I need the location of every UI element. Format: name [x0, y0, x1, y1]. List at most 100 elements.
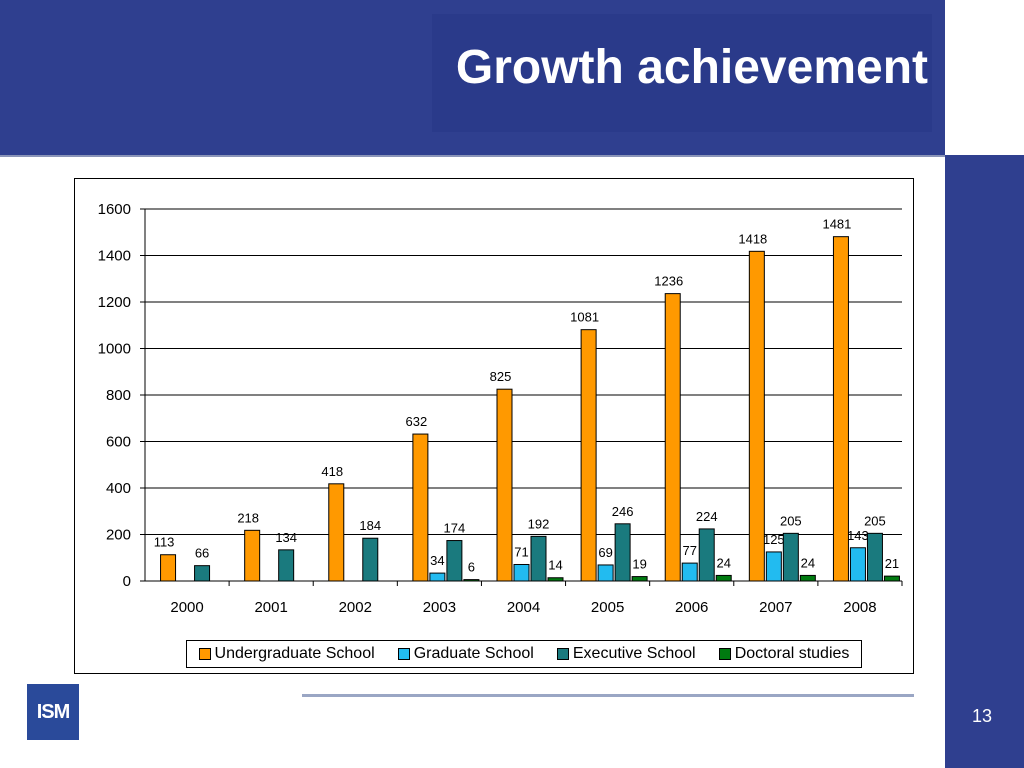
- bar-executive-school: [194, 565, 211, 582]
- x-tick-label: 2002: [339, 599, 372, 616]
- bar-executive-school: [782, 532, 799, 582]
- data-label: 34: [430, 553, 444, 568]
- bar-undergraduate-school: [412, 433, 429, 582]
- data-label: 69: [598, 545, 612, 560]
- y-tick-label: 1600: [98, 201, 131, 218]
- bar-undergraduate-school: [328, 483, 345, 582]
- footer-divider: [302, 694, 914, 697]
- data-label: 125: [763, 532, 785, 547]
- legend-swatch-undergraduate: [198, 648, 211, 660]
- bar-executive-school: [278, 549, 295, 582]
- bar-doctoral-studies: [463, 579, 480, 582]
- data-label: 14: [548, 558, 562, 573]
- legend-item-undergraduate: Undergraduate School: [198, 645, 375, 663]
- bar-undergraduate-school: [664, 293, 681, 582]
- data-label: 205: [864, 513, 886, 528]
- data-label: 24: [801, 555, 815, 570]
- x-tick-label: 2003: [423, 599, 456, 616]
- legend-swatch-executive: [556, 648, 569, 660]
- data-label: 205: [780, 513, 802, 528]
- y-tick-label: 0: [123, 573, 131, 590]
- bar-undergraduate-school: [748, 250, 765, 582]
- bar-executive-school: [530, 535, 547, 582]
- bar-graduate-school: [765, 551, 782, 582]
- x-tick-label: 2005: [591, 599, 624, 616]
- chart-frame: [74, 178, 914, 674]
- x-tick-label: 2001: [254, 599, 287, 616]
- bar-executive-school: [866, 532, 883, 582]
- x-tick-label: 2007: [759, 599, 792, 616]
- legend-label-doctoral: Doctoral studies: [734, 645, 850, 662]
- bar-graduate-school: [681, 562, 698, 582]
- bar-doctoral-studies: [547, 577, 564, 582]
- x-tick-label: 2008: [843, 599, 876, 616]
- chart-legend: Undergraduate School Graduate School Exe…: [186, 640, 862, 668]
- y-tick-label: 1400: [98, 248, 131, 265]
- data-label: 6: [468, 560, 475, 575]
- bar-executive-school: [362, 537, 379, 582]
- data-label: 632: [406, 414, 428, 429]
- data-label: 113: [154, 535, 175, 550]
- y-tick-label: 1000: [98, 341, 131, 358]
- bar-executive-school: [698, 528, 715, 582]
- data-label: 66: [195, 546, 209, 561]
- bar-graduate-school: [513, 563, 530, 582]
- x-tick-label: 2006: [675, 599, 708, 616]
- legend-swatch-graduate: [397, 648, 410, 660]
- legend-label-graduate: Graduate School: [413, 645, 534, 662]
- y-tick-label: 200: [106, 527, 131, 544]
- page-number: 13: [972, 706, 993, 726]
- side-band: [945, 155, 1024, 768]
- legend-item-graduate: Graduate School: [397, 645, 534, 663]
- bar-undergraduate-school: [496, 388, 513, 582]
- data-label: 174: [444, 521, 466, 536]
- bar-undergraduate-school: [160, 554, 177, 582]
- data-label: 1236: [654, 274, 683, 289]
- data-label: 418: [321, 464, 343, 479]
- bar-doctoral-studies: [799, 574, 816, 582]
- bar-doctoral-studies: [631, 576, 648, 582]
- data-label: 192: [528, 516, 550, 531]
- header-corner: [945, 0, 1024, 155]
- data-label: 77: [682, 543, 696, 558]
- legend-label-undergraduate: Undergraduate School: [214, 645, 375, 662]
- data-label: 1418: [738, 231, 767, 246]
- y-tick-label: 400: [106, 480, 131, 497]
- bar-undergraduate-school: [832, 236, 849, 582]
- data-label: 143: [847, 528, 869, 543]
- data-label: 246: [612, 504, 634, 519]
- bar-graduate-school: [597, 564, 614, 582]
- ism-logo: ISM: [27, 684, 79, 740]
- bar-graduate-school: [849, 547, 866, 582]
- bar-doctoral-studies: [715, 574, 732, 582]
- data-label: 19: [632, 557, 646, 572]
- data-label: 21: [885, 556, 899, 571]
- slide-title: Growth achievement: [455, 41, 928, 94]
- data-label: 71: [514, 544, 528, 559]
- data-label: 184: [359, 518, 381, 533]
- bar-undergraduate-school: [244, 529, 261, 582]
- title-box: [432, 14, 932, 132]
- bar-executive-school: [446, 540, 463, 582]
- legend-item-executive: Executive School: [556, 645, 696, 663]
- bar-executive-school: [614, 523, 631, 582]
- data-label: 218: [237, 510, 259, 525]
- data-label: 1481: [822, 217, 851, 232]
- bar-doctoral-studies: [883, 575, 900, 582]
- data-label: 134: [275, 530, 297, 545]
- data-label: 24: [716, 555, 730, 570]
- bar-undergraduate-school: [580, 329, 597, 582]
- y-tick-label: 1200: [98, 294, 131, 311]
- y-tick-label: 600: [106, 434, 131, 451]
- x-tick-label: 2000: [170, 599, 203, 616]
- legend-label-executive: Executive School: [572, 645, 696, 662]
- bar-graduate-school: [429, 572, 446, 582]
- x-tick-label: 2004: [507, 599, 540, 616]
- y-tick-label: 800: [106, 387, 131, 404]
- data-label: 224: [696, 509, 718, 524]
- legend-item-doctoral: Doctoral studies: [718, 645, 850, 663]
- legend-swatch-doctoral: [718, 648, 731, 660]
- data-label: 1081: [570, 310, 599, 325]
- data-label: 825: [490, 369, 512, 384]
